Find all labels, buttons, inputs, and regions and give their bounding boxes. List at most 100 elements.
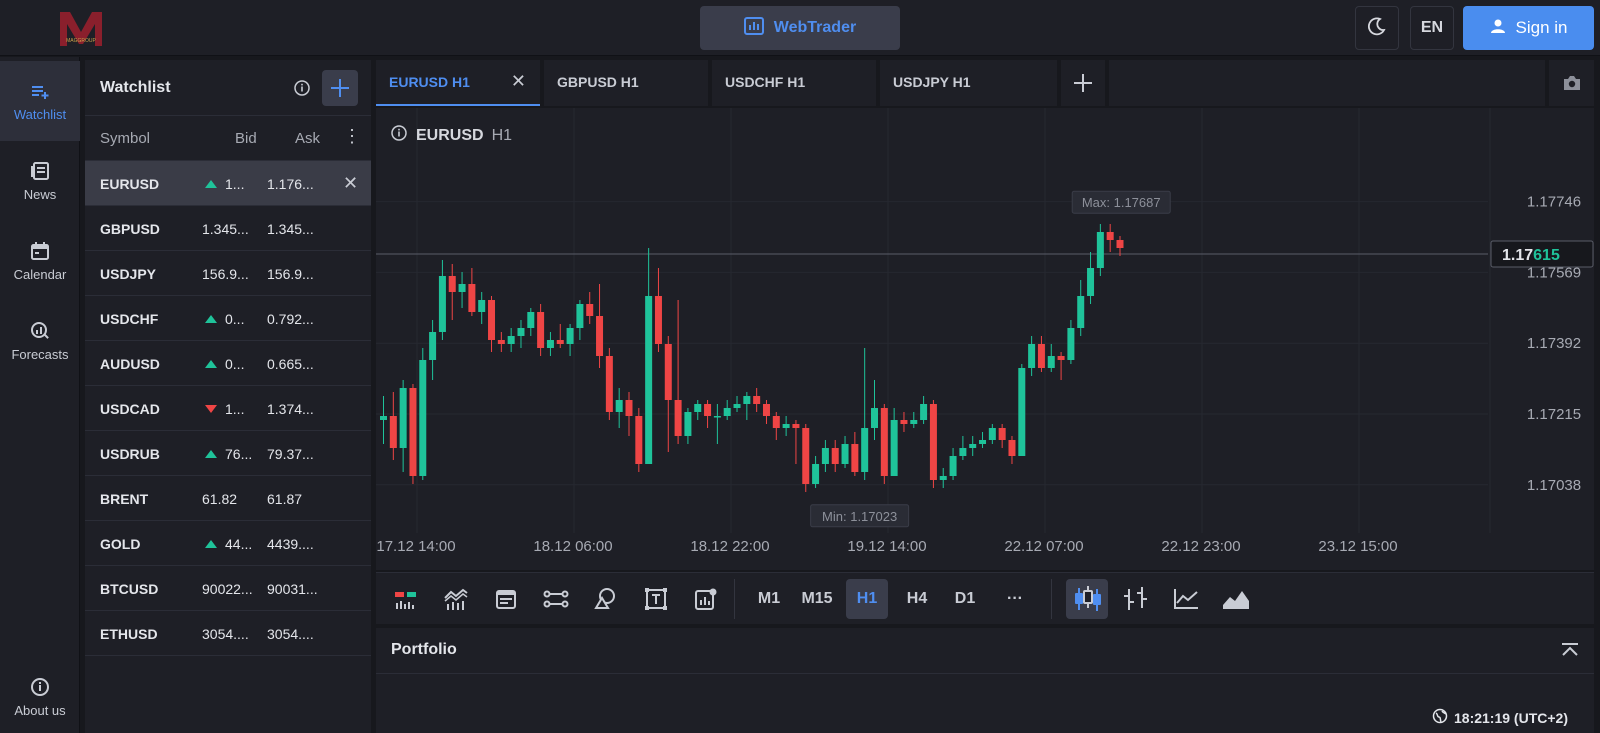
indicators-button[interactable] xyxy=(436,579,476,619)
watchlist-row[interactable]: USDJPY 156.9... 156.9... xyxy=(85,251,371,296)
watchlist-bid-cell: 1... xyxy=(205,176,345,192)
ohlc-bars-icon xyxy=(1124,587,1147,610)
candle-body xyxy=(713,416,721,418)
candle-body xyxy=(605,356,613,412)
nav-item-calendar[interactable]: Calendar xyxy=(0,221,80,301)
candle-body xyxy=(458,284,466,292)
timeframe-h1-button[interactable]: H1 xyxy=(846,579,888,619)
brand-logo[interactable]: MAGGROUP xyxy=(56,6,106,52)
watchlist-title: Watchlist xyxy=(100,79,171,96)
screenshot-button[interactable] xyxy=(1549,60,1594,106)
price-down-arrow-icon xyxy=(205,405,217,413)
watchlist-row[interactable]: GBPUSD 1.345... 1.345... xyxy=(85,206,371,251)
text-tool-button[interactable] xyxy=(636,579,676,619)
nav-label-watchlist: Watchlist xyxy=(13,106,67,122)
tab-usdchf-h1[interactable]: USDCHF H1 xyxy=(712,60,876,106)
column-bid[interactable]: Bid xyxy=(235,130,257,147)
portfolio-panel: Portfolio 18:21:19 (UTC+2) xyxy=(376,628,1594,733)
watchlist-ask: 1.345... xyxy=(267,221,314,237)
watchlist-symbol: AUDUSD xyxy=(100,356,160,372)
candlestick-chart-button[interactable] xyxy=(1066,579,1108,619)
watchlist-row[interactable]: BRENT 61.82 61.87 xyxy=(85,476,371,521)
nav-item-watchlist[interactable]: Watchlist xyxy=(0,61,80,141)
chart-title: EURUSD H1 xyxy=(390,124,512,147)
watchlist-row[interactable]: AUDUSD 0... 0.665... xyxy=(85,341,371,386)
candle-body xyxy=(851,444,859,472)
tab-label: USDCHF H1 xyxy=(725,74,806,90)
watchlist-bid-cell: 1... xyxy=(205,401,345,417)
add-tab-button[interactable] xyxy=(1061,60,1105,106)
column-ask[interactable]: Ask xyxy=(295,130,321,147)
watchlist-icon xyxy=(32,85,49,99)
nav-item-news[interactable]: News xyxy=(0,141,80,221)
sign-in-button[interactable]: Sign in xyxy=(1463,6,1594,50)
min-label-box xyxy=(810,504,910,528)
theme-moon-icon xyxy=(1367,16,1387,41)
watchlist-symbol: GOLD xyxy=(100,536,141,552)
volume-indicator-button[interactable] xyxy=(386,579,426,619)
candle-body xyxy=(988,428,996,440)
shapes-tool-button[interactable] xyxy=(586,579,626,619)
nav-item-forecasts[interactable]: Forecasts xyxy=(0,301,80,381)
watchlist-rows: EURUSD 1... 1.176... ✕ GBPUSD 1.345... 1.345..… xyxy=(85,161,371,656)
price-chart[interactable]: 1.17746 1.17569 1.17392 1.17215 1.17038 17.12… xyxy=(376,108,1594,570)
columns-menu-icon[interactable]: ⋮ xyxy=(343,126,361,146)
column-symbol[interactable]: Symbol xyxy=(100,130,151,147)
candle-body xyxy=(399,388,407,448)
watchlist-bid-cell: 0... xyxy=(205,311,345,327)
candle-body xyxy=(792,424,800,428)
collapse-icon[interactable] xyxy=(1559,640,1581,662)
line-chart-button[interactable] xyxy=(1166,579,1206,619)
chart-settings-button[interactable] xyxy=(686,579,726,619)
trendline-tool-button[interactable] xyxy=(536,579,576,619)
nav-label-calendar: Calendar xyxy=(13,266,67,282)
nav-item-about-us[interactable]: About us xyxy=(0,657,80,733)
info-icon[interactable] xyxy=(390,124,408,147)
watchlist-row[interactable]: EURUSD 1... 1.176... ✕ xyxy=(85,161,371,206)
watchlist-row[interactable]: USDCAD 1... 1.374... xyxy=(85,386,371,431)
chart-symbol: EURUSD xyxy=(416,126,484,144)
add-symbol-button[interactable] xyxy=(322,70,358,106)
watchlist-bid: 76... xyxy=(225,446,253,462)
tab-eurusd-h1[interactable]: EURUSD H1 ✕ xyxy=(376,60,540,106)
chart-canvas[interactable]: 1.17746 1.17569 1.17392 1.17215 1.17038 17.12… xyxy=(376,108,1594,570)
watchlist-symbol: ETHUSD xyxy=(100,626,158,642)
watchlist-row[interactable]: USDRUB 76... 79.37... xyxy=(85,431,371,476)
candle-body xyxy=(1008,440,1016,456)
watchlist-row[interactable]: USDCHF 0... 0.792... xyxy=(85,296,371,341)
indicators-icon xyxy=(444,588,468,610)
bar-chart-button[interactable] xyxy=(1116,579,1156,619)
timeframe-m1-button[interactable]: M1 xyxy=(757,590,781,607)
watchlist-symbol: BTCUSD xyxy=(100,581,159,597)
tab-usdjpy-h1[interactable]: USDJPY H1 xyxy=(880,60,1057,106)
watchlist-row[interactable]: GOLD 44... 4439.... xyxy=(85,521,371,566)
y-tick-label: 1.17569 xyxy=(1527,264,1581,281)
more-timeframes-button[interactable]: ··· xyxy=(1007,590,1023,607)
watchlist-row[interactable]: ETHUSD 3054.... 3054.... xyxy=(85,611,371,656)
close-icon[interactable]: ✕ xyxy=(510,71,526,91)
timeframe-m15-button[interactable]: M15 xyxy=(801,590,833,607)
remove-symbol-close-icon[interactable]: ✕ xyxy=(343,173,359,193)
watchlist-info-icon[interactable] xyxy=(293,79,311,97)
timeframe-h4-button[interactable]: H4 xyxy=(906,590,928,607)
candle-body xyxy=(920,404,928,420)
candle-body xyxy=(694,404,702,412)
svg-text:MAGGROUP: MAGGROUP xyxy=(66,38,96,44)
text-icon xyxy=(645,588,667,610)
candle-body xyxy=(861,428,869,472)
watchlist-symbol: EURUSD xyxy=(100,176,160,192)
candle-body xyxy=(546,340,554,348)
watchlist-symbol: USDCAD xyxy=(100,401,160,417)
price-up-arrow-icon xyxy=(205,180,217,188)
watchlist-row[interactable]: BTCUSD 90022... 90031... xyxy=(85,566,371,611)
area-chart-button[interactable] xyxy=(1216,579,1256,619)
events-button[interactable] xyxy=(486,579,526,619)
tab-gbpusd-h1[interactable]: GBPUSD H1 xyxy=(544,60,708,106)
webtrader-button[interactable]: WebTrader xyxy=(700,6,900,50)
timeframe-d1-button[interactable]: D1 xyxy=(954,590,976,607)
language-button[interactable]: EN xyxy=(1410,6,1454,50)
theme-toggle-button[interactable] xyxy=(1355,6,1399,50)
max-label-box xyxy=(1071,190,1171,214)
candle-body xyxy=(1047,356,1055,368)
x-tick-label: 22.12 23:00 xyxy=(1161,538,1240,555)
